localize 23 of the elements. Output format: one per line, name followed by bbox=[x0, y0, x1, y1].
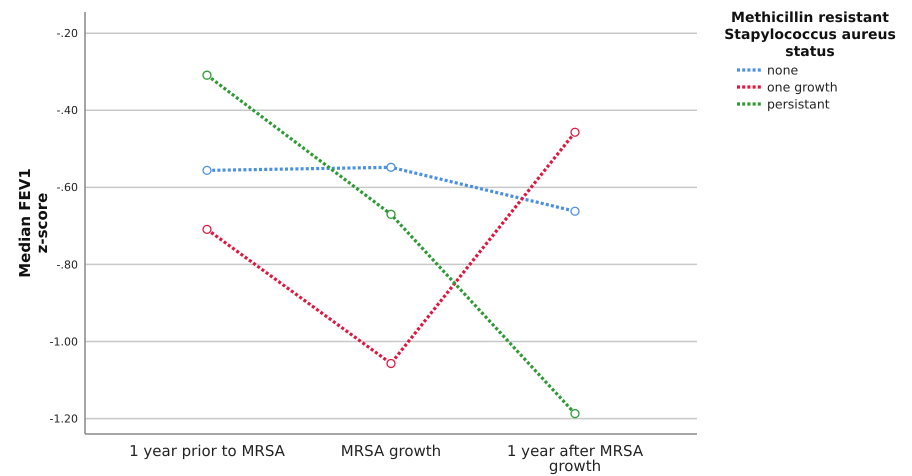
y-axis-title: Median FEV1 z-score bbox=[16, 168, 51, 278]
point bbox=[202, 70, 212, 80]
y-tick-label: -.80 bbox=[56, 258, 78, 272]
point bbox=[386, 162, 396, 172]
point bbox=[202, 224, 212, 234]
point bbox=[570, 128, 580, 137]
legend-title: Methicillin resistant Stapylococcus aureus status bbox=[724, 10, 896, 60]
x-tick-label: 1 year prior to MRSA bbox=[129, 442, 286, 460]
x-tick-label: 1 year after MRSA growth bbox=[506, 442, 644, 475]
y-tick-label: -1.20 bbox=[50, 412, 78, 426]
y-tick-label: -.60 bbox=[56, 181, 78, 194]
point bbox=[570, 408, 580, 418]
y-tick-label: -1.00 bbox=[50, 335, 78, 348]
point bbox=[386, 210, 396, 219]
y-tick-label: -.20 bbox=[56, 27, 78, 40]
legend-label: none bbox=[767, 62, 798, 78]
point bbox=[386, 358, 396, 368]
y-tick-label: -.40 bbox=[56, 104, 78, 118]
point bbox=[570, 206, 580, 216]
x-tick-label: MRSA growth bbox=[340, 442, 442, 460]
point bbox=[202, 166, 212, 176]
legend-label: one growth bbox=[767, 79, 838, 94]
legend-label: persistant bbox=[767, 96, 830, 112]
